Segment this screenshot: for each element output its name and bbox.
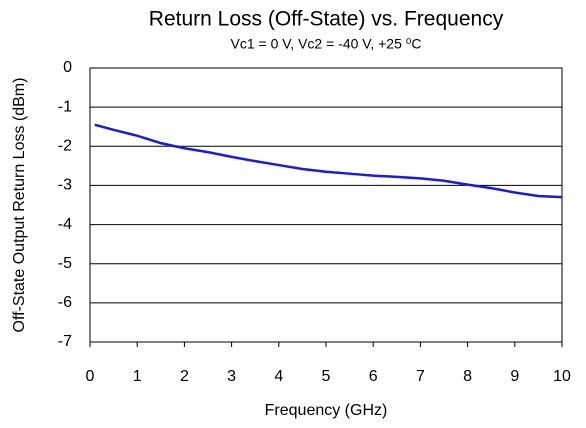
y-tick-label: -6 xyxy=(58,294,72,311)
y-tick-label: -2 xyxy=(58,138,72,155)
x-tick-label: 6 xyxy=(369,368,378,385)
y-axis-label: Off-State Output Return Loss (dBm) xyxy=(11,78,28,333)
x-tick-label: 2 xyxy=(180,368,189,385)
plot-frame xyxy=(89,67,563,343)
y-tick-label: -5 xyxy=(58,255,72,272)
x-tick-label: 3 xyxy=(227,368,236,385)
x-tick-label: 1 xyxy=(133,368,142,385)
data-line xyxy=(94,123,563,199)
x-tick-label: 9 xyxy=(510,368,519,385)
y-tick-label: -1 xyxy=(58,98,72,115)
x-tick-label: 7 xyxy=(416,368,425,385)
x-tick-label: 8 xyxy=(463,368,472,385)
x-tick-label: 10 xyxy=(553,368,571,385)
chart-title: Return Loss (Off-State) vs. Frequency xyxy=(149,8,504,31)
y-tick-label: -7 xyxy=(58,333,72,350)
x-axis-label: Frequency (GHz) xyxy=(265,402,388,419)
y-tick-label: 0 xyxy=(63,59,72,76)
y-tick-label: -4 xyxy=(58,216,72,233)
chart-subtitle: Vc1 = 0 V, Vc2 = -40 V, +25 ⁰C xyxy=(231,36,422,52)
x-tick-label: 4 xyxy=(274,368,283,385)
x-tick-label: 0 xyxy=(86,368,95,385)
x-tick-label: 5 xyxy=(322,368,331,385)
y-tick-label: -3 xyxy=(58,177,72,194)
